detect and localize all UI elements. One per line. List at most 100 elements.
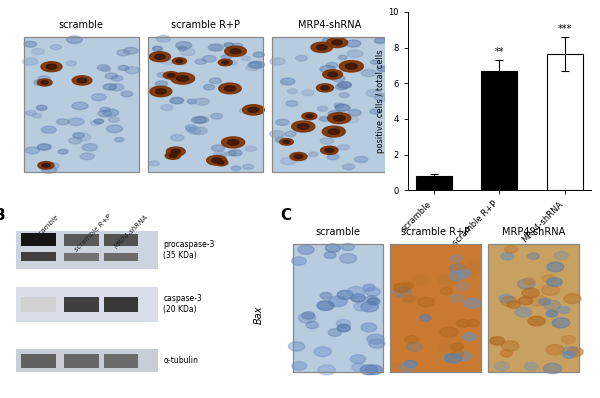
- Circle shape: [544, 363, 562, 374]
- Circle shape: [340, 60, 364, 72]
- Circle shape: [292, 362, 307, 370]
- Text: scramble R+P: scramble R+P: [401, 226, 470, 237]
- Circle shape: [42, 164, 50, 167]
- Circle shape: [167, 74, 175, 77]
- Circle shape: [442, 354, 456, 362]
- Circle shape: [75, 133, 91, 141]
- Circle shape: [314, 347, 331, 357]
- Bar: [64, 253, 98, 261]
- Text: scramble R+P: scramble R+P: [74, 213, 113, 253]
- Circle shape: [221, 55, 232, 59]
- Circle shape: [320, 293, 332, 299]
- Circle shape: [112, 76, 123, 81]
- Circle shape: [321, 86, 329, 90]
- Circle shape: [332, 40, 343, 45]
- Circle shape: [101, 67, 110, 72]
- Circle shape: [334, 127, 344, 131]
- Circle shape: [124, 47, 138, 54]
- Circle shape: [374, 94, 390, 101]
- Bar: [488, 244, 578, 372]
- Circle shape: [369, 339, 385, 348]
- Circle shape: [294, 154, 303, 158]
- Circle shape: [499, 295, 514, 303]
- Circle shape: [450, 294, 463, 302]
- Text: procaspase-3
(35 KDa): procaspase-3 (35 KDa): [163, 240, 215, 260]
- Circle shape: [191, 127, 208, 135]
- Circle shape: [347, 50, 363, 57]
- Text: scramble: scramble: [59, 20, 104, 30]
- Circle shape: [457, 319, 470, 328]
- Circle shape: [227, 60, 237, 65]
- Circle shape: [490, 337, 505, 345]
- Bar: [22, 252, 56, 261]
- Circle shape: [305, 114, 313, 118]
- Circle shape: [346, 63, 358, 69]
- Circle shape: [280, 139, 293, 145]
- Circle shape: [463, 333, 476, 341]
- Circle shape: [456, 282, 470, 290]
- Circle shape: [337, 290, 353, 299]
- Circle shape: [343, 164, 355, 170]
- Bar: [391, 244, 481, 372]
- Circle shape: [32, 113, 41, 118]
- Circle shape: [337, 324, 350, 332]
- Circle shape: [38, 162, 54, 169]
- Circle shape: [185, 125, 197, 130]
- Circle shape: [149, 161, 160, 166]
- Text: scramble: scramble: [315, 226, 360, 237]
- Circle shape: [460, 267, 472, 274]
- Circle shape: [169, 154, 177, 158]
- Circle shape: [103, 84, 116, 90]
- Text: C: C: [280, 208, 291, 223]
- Text: scramble R+P: scramble R+P: [171, 20, 240, 30]
- Circle shape: [176, 42, 192, 49]
- Y-axis label: positive cells / total cells: positive cells / total cells: [376, 49, 385, 153]
- Circle shape: [328, 72, 338, 77]
- Circle shape: [456, 352, 472, 361]
- Bar: [481, 71, 517, 190]
- Bar: [16, 287, 158, 322]
- Circle shape: [404, 295, 415, 302]
- Circle shape: [402, 294, 418, 303]
- Circle shape: [328, 129, 340, 134]
- Circle shape: [348, 109, 361, 116]
- Circle shape: [230, 49, 241, 54]
- Circle shape: [298, 245, 314, 254]
- Circle shape: [494, 362, 509, 371]
- Circle shape: [501, 253, 514, 260]
- Circle shape: [337, 82, 352, 88]
- Circle shape: [323, 70, 343, 79]
- Circle shape: [552, 318, 569, 328]
- Circle shape: [231, 166, 241, 171]
- Circle shape: [562, 336, 575, 344]
- Circle shape: [227, 140, 239, 145]
- Circle shape: [152, 46, 163, 51]
- Circle shape: [338, 55, 347, 60]
- Circle shape: [276, 119, 289, 125]
- Circle shape: [73, 133, 85, 138]
- Circle shape: [226, 151, 236, 156]
- Circle shape: [302, 312, 315, 319]
- Circle shape: [186, 127, 196, 132]
- Circle shape: [469, 260, 480, 267]
- Circle shape: [215, 154, 225, 159]
- Circle shape: [501, 341, 519, 351]
- Circle shape: [177, 76, 188, 81]
- Circle shape: [365, 296, 377, 303]
- Circle shape: [214, 159, 228, 166]
- Circle shape: [322, 38, 335, 43]
- Circle shape: [547, 278, 562, 287]
- Bar: [16, 349, 158, 372]
- Circle shape: [42, 166, 57, 173]
- Circle shape: [407, 343, 422, 351]
- Circle shape: [32, 49, 44, 55]
- Circle shape: [515, 307, 532, 317]
- Circle shape: [361, 323, 377, 332]
- Circle shape: [178, 47, 187, 51]
- Circle shape: [166, 147, 185, 156]
- Circle shape: [275, 137, 286, 142]
- Circle shape: [316, 45, 327, 50]
- Circle shape: [331, 75, 345, 82]
- Circle shape: [67, 36, 82, 43]
- Circle shape: [91, 121, 100, 125]
